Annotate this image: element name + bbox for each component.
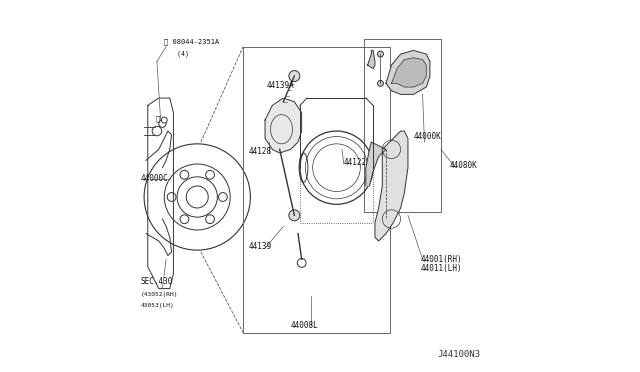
Text: 44001(RH): 44001(RH)	[420, 255, 462, 264]
Text: SEC.430: SEC.430	[140, 277, 173, 286]
Text: J44100N3: J44100N3	[437, 350, 480, 359]
Text: 44139: 44139	[248, 242, 271, 251]
Polygon shape	[392, 58, 426, 87]
Circle shape	[289, 71, 300, 81]
Polygon shape	[386, 51, 430, 94]
Text: Ⓑ 08044-2351A: Ⓑ 08044-2351A	[164, 38, 220, 45]
Circle shape	[378, 51, 383, 57]
Polygon shape	[375, 131, 408, 241]
Polygon shape	[366, 142, 386, 186]
Text: Ⓑ: Ⓑ	[156, 115, 160, 122]
Text: 44122: 44122	[344, 158, 367, 167]
Bar	[364, 39, 441, 212]
Polygon shape	[265, 98, 301, 153]
Circle shape	[378, 80, 383, 86]
Text: 44000K: 44000K	[413, 132, 441, 141]
Text: 44128: 44128	[248, 147, 271, 156]
Text: 43053(LH): 43053(LH)	[140, 302, 174, 308]
Text: 44011(LH): 44011(LH)	[420, 264, 462, 273]
Text: 44080K: 44080K	[450, 161, 478, 170]
Polygon shape	[367, 51, 375, 69]
Text: 44139A: 44139A	[267, 81, 294, 90]
Text: 44008L: 44008L	[291, 321, 319, 330]
Text: 44000C: 44000C	[140, 174, 168, 183]
Bar	[243, 47, 390, 333]
Text: (4): (4)	[169, 51, 189, 57]
Text: (43052(RH): (43052(RH)	[140, 292, 178, 296]
Circle shape	[289, 210, 300, 221]
Circle shape	[161, 117, 167, 123]
